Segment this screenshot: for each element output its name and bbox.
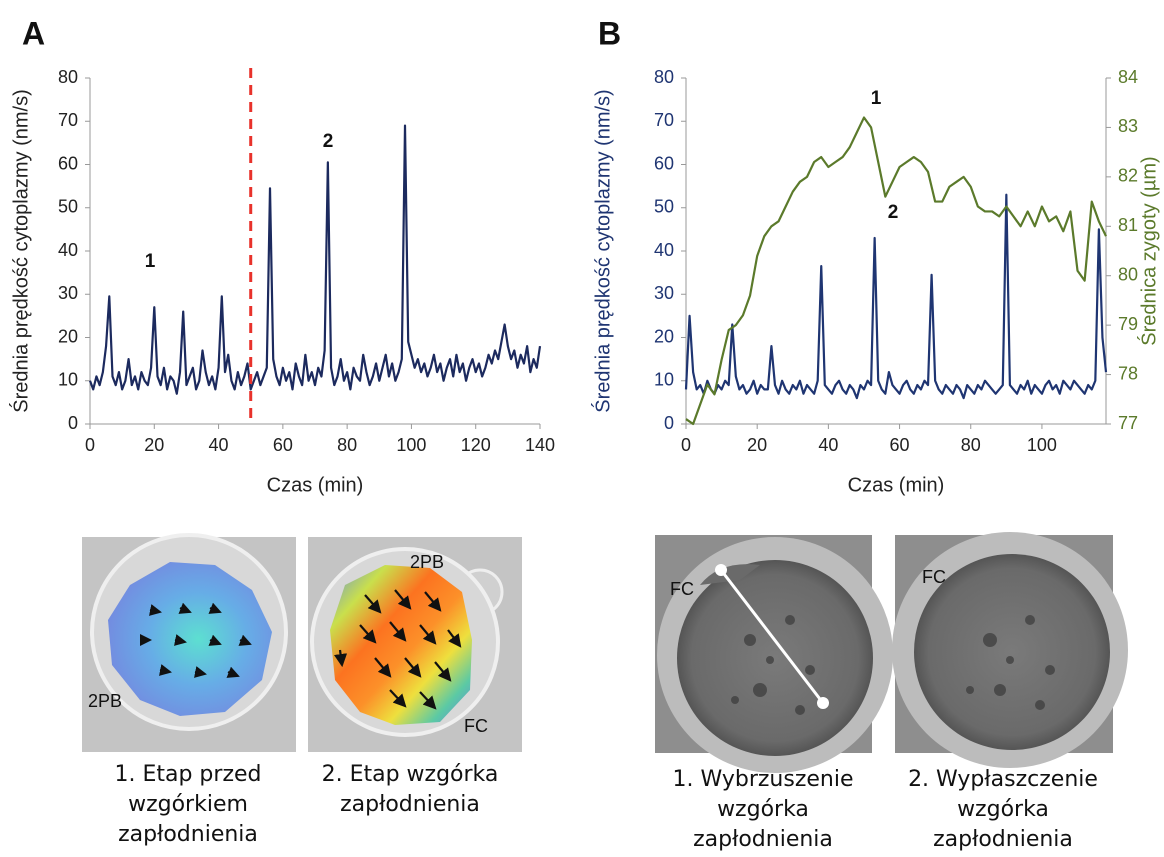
annotation: 1	[145, 251, 156, 272]
y-tick-label: 70	[58, 110, 78, 130]
y-tick-label: 20	[58, 326, 78, 346]
x-tick-label: 60	[890, 435, 910, 455]
y-tick-label: 40	[654, 240, 674, 260]
panel-letter: B	[598, 15, 621, 51]
y2-tick-label: 79	[1118, 314, 1138, 334]
y-tick-label: 10	[654, 370, 674, 390]
y-tick-label: 20	[654, 326, 674, 346]
y-tick-label: 30	[654, 283, 674, 303]
y2-tick-label: 77	[1118, 413, 1138, 433]
y2-tick-label: 83	[1118, 116, 1138, 136]
y-tick-label: 80	[58, 67, 78, 87]
y-tick-label: 30	[58, 283, 78, 303]
x-tick-label: 120	[461, 435, 491, 455]
image-label: 2PB	[88, 691, 122, 711]
image-label: FC	[464, 716, 488, 736]
x-tick-label: 100	[396, 435, 426, 455]
x-tick-label: 80	[961, 435, 981, 455]
y2-axis-label: Średnica zygoty (µm)	[1136, 156, 1160, 345]
image-caption: 2. Etap wzgórka zapłodnienia	[321, 762, 499, 817]
y-tick-label: 50	[58, 197, 78, 217]
image-panel: 2PB	[82, 533, 296, 752]
data-line	[88, 124, 542, 395]
y-tick-label: 0	[664, 413, 674, 433]
x-tick-label: 60	[273, 435, 293, 455]
y-tick-label: 50	[654, 197, 674, 217]
x-tick-label: 20	[144, 435, 164, 455]
image-panel: 2PB FC	[308, 537, 522, 752]
y-axis-label: Średnia prędkość cytoplazmy (nm/s)	[8, 89, 32, 412]
y-tick-label: 60	[58, 153, 78, 173]
annotation: 1	[871, 88, 882, 109]
annotation: 2	[323, 131, 334, 152]
y-tick-label: 40	[58, 240, 78, 260]
panel-letter: A	[22, 15, 45, 51]
y2-tick-label: 82	[1118, 166, 1138, 186]
y-tick-label: 60	[654, 153, 674, 173]
y-tick-label: 10	[58, 370, 78, 390]
image-panel: FC	[892, 532, 1128, 768]
y-tick-label: 80	[654, 67, 674, 87]
x-tick-label: 140	[525, 435, 555, 455]
image-caption: 2. Wypłaszczenie wzgórka zapłodnienia	[908, 767, 1098, 852]
x-axis-label: Czas (min)	[267, 474, 364, 496]
y-tick-label: 70	[654, 110, 674, 130]
y-axis-label: Średnia prędkość cytoplazmy (nm/s)	[590, 89, 614, 412]
image-caption: 1. Wybrzuszenie wzgórka zapłodnienia	[672, 767, 854, 852]
x-tick-label: 0	[681, 435, 691, 455]
y2-tick-label: 84	[1118, 67, 1138, 87]
x-axis-label: Czas (min)	[848, 474, 945, 496]
x-tick-label: 40	[209, 435, 229, 455]
y2-tick-label: 80	[1118, 264, 1138, 284]
image-panel: FC	[655, 535, 893, 773]
data-line	[684, 193, 1108, 400]
y2-tick-label: 78	[1118, 363, 1138, 383]
image-caption: 1. Etap przed wzgórkiem zapłodnienia	[114, 762, 262, 847]
annotation: 2	[888, 202, 899, 223]
y-tick-label: 0	[68, 413, 78, 433]
x-tick-label: 100	[1027, 435, 1057, 455]
image-label: 2PB	[410, 552, 444, 572]
x-tick-label: 20	[747, 435, 767, 455]
y2-tick-label: 81	[1118, 215, 1138, 235]
x-tick-label: 0	[85, 435, 95, 455]
data-line	[685, 116, 1107, 426]
x-tick-label: 80	[337, 435, 357, 455]
x-tick-label: 40	[818, 435, 838, 455]
image-label: FC	[670, 579, 694, 599]
image-label: FC	[922, 567, 946, 587]
